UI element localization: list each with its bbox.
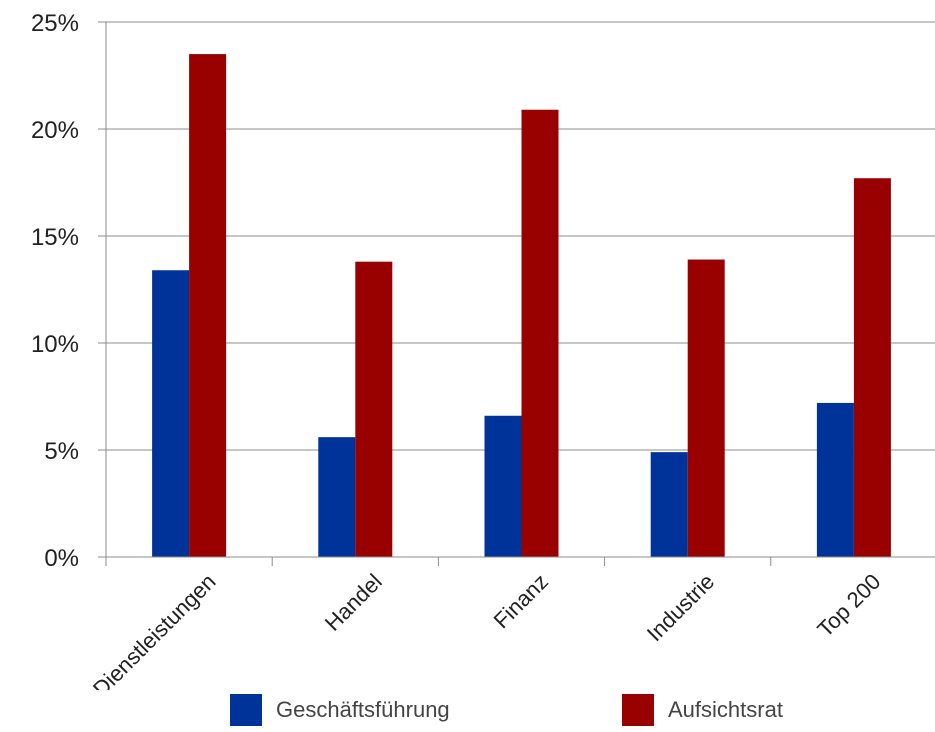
bar-geschaeftsfuehrung-3 bbox=[650, 452, 688, 557]
x-tick-label: Finanz bbox=[489, 569, 553, 633]
y-tick-label: 10% bbox=[31, 331, 79, 358]
legend-item-aufsichtsrat: Aufsichtsrat bbox=[622, 694, 783, 726]
bar-aufsichtsrat-1 bbox=[355, 261, 393, 557]
bar-chart: 0% 5% 10% 15% 20% 25% Dienstleistungen Handel F… bbox=[31, 10, 935, 690]
y-tick-label: 15% bbox=[31, 224, 79, 251]
y-tick-label: 25% bbox=[31, 10, 79, 37]
bars bbox=[152, 54, 891, 558]
bar-geschaeftsfuehrung-1 bbox=[318, 437, 356, 557]
bar-aufsichtsrat-0 bbox=[189, 54, 227, 557]
legend-swatch-geschaeftsfuehrung bbox=[230, 694, 262, 726]
gridlines bbox=[106, 21, 935, 451]
legend-item-geschaeftsfuehrung: Geschäftsführung bbox=[230, 694, 450, 726]
bar-aufsichtsrat-2 bbox=[521, 109, 559, 558]
x-tick-label: Top 200 bbox=[812, 569, 885, 642]
bar-geschaeftsfuehrung-4 bbox=[816, 402, 854, 557]
bar-geschaeftsfuehrung-2 bbox=[484, 415, 522, 557]
legend-label-aufsichtsrat: Aufsichtsrat bbox=[668, 697, 783, 722]
legend-swatch-aufsichtsrat bbox=[622, 694, 654, 726]
y-tick-label: 20% bbox=[31, 117, 79, 144]
x-tick-label: Industrie bbox=[642, 569, 719, 646]
legend: Geschäftsführung Aufsichtsrat bbox=[0, 690, 935, 730]
bar-aufsichtsrat-4 bbox=[853, 178, 891, 557]
y-tick-label: 0% bbox=[44, 545, 79, 572]
legend-label-geschaeftsfuehrung: Geschäftsführung bbox=[276, 697, 450, 722]
x-tick-label: Dienstleistungen bbox=[88, 569, 221, 690]
axes bbox=[98, 21, 935, 566]
bar-geschaeftsfuehrung-0 bbox=[152, 270, 190, 557]
x-tick-labels: Dienstleistungen Handel Finanz Industrie Top… bbox=[88, 569, 886, 690]
bar-aufsichtsrat-3 bbox=[687, 259, 725, 557]
y-tick-label: 5% bbox=[44, 438, 79, 465]
x-tick-label: Handel bbox=[320, 569, 387, 636]
y-tick-labels: 0% 5% 10% 15% 20% 25% bbox=[31, 10, 79, 572]
